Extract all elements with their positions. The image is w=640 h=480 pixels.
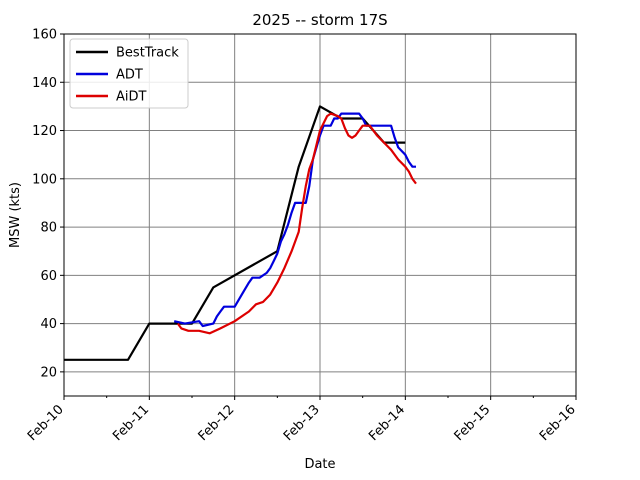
y-tick-label: 100 bbox=[32, 172, 57, 187]
y-tick-label: 120 bbox=[32, 124, 57, 139]
series-line-besttrack bbox=[64, 105, 406, 361]
series-line-aidt bbox=[176, 112, 417, 335]
x-axis-label: Date bbox=[304, 457, 335, 472]
legend-label-besttrack: BestTrack bbox=[116, 46, 179, 61]
legend-box bbox=[69, 38, 189, 109]
y-tick-label: 40 bbox=[40, 317, 57, 332]
y-tick-label: 80 bbox=[40, 221, 57, 236]
y-axis-label: MSW (kts) bbox=[8, 182, 23, 248]
y-axis-ticks: 20 40 60 80 100 120 140 160 bbox=[32, 28, 64, 380]
series-lines bbox=[64, 105, 417, 361]
y-tick-label: 60 bbox=[40, 269, 57, 284]
chart-title: 2025 -- storm 17S bbox=[252, 11, 387, 29]
legend: BestTrack ADT AiDT bbox=[69, 38, 189, 109]
series-line-adt bbox=[173, 112, 416, 328]
legend-label-aidt: AiDT bbox=[116, 90, 147, 105]
y-tick-label: 20 bbox=[40, 365, 57, 380]
y-tick-label: 140 bbox=[32, 76, 57, 91]
legend-label-adt: ADT bbox=[116, 68, 143, 83]
y-tick-label: 160 bbox=[32, 28, 57, 43]
